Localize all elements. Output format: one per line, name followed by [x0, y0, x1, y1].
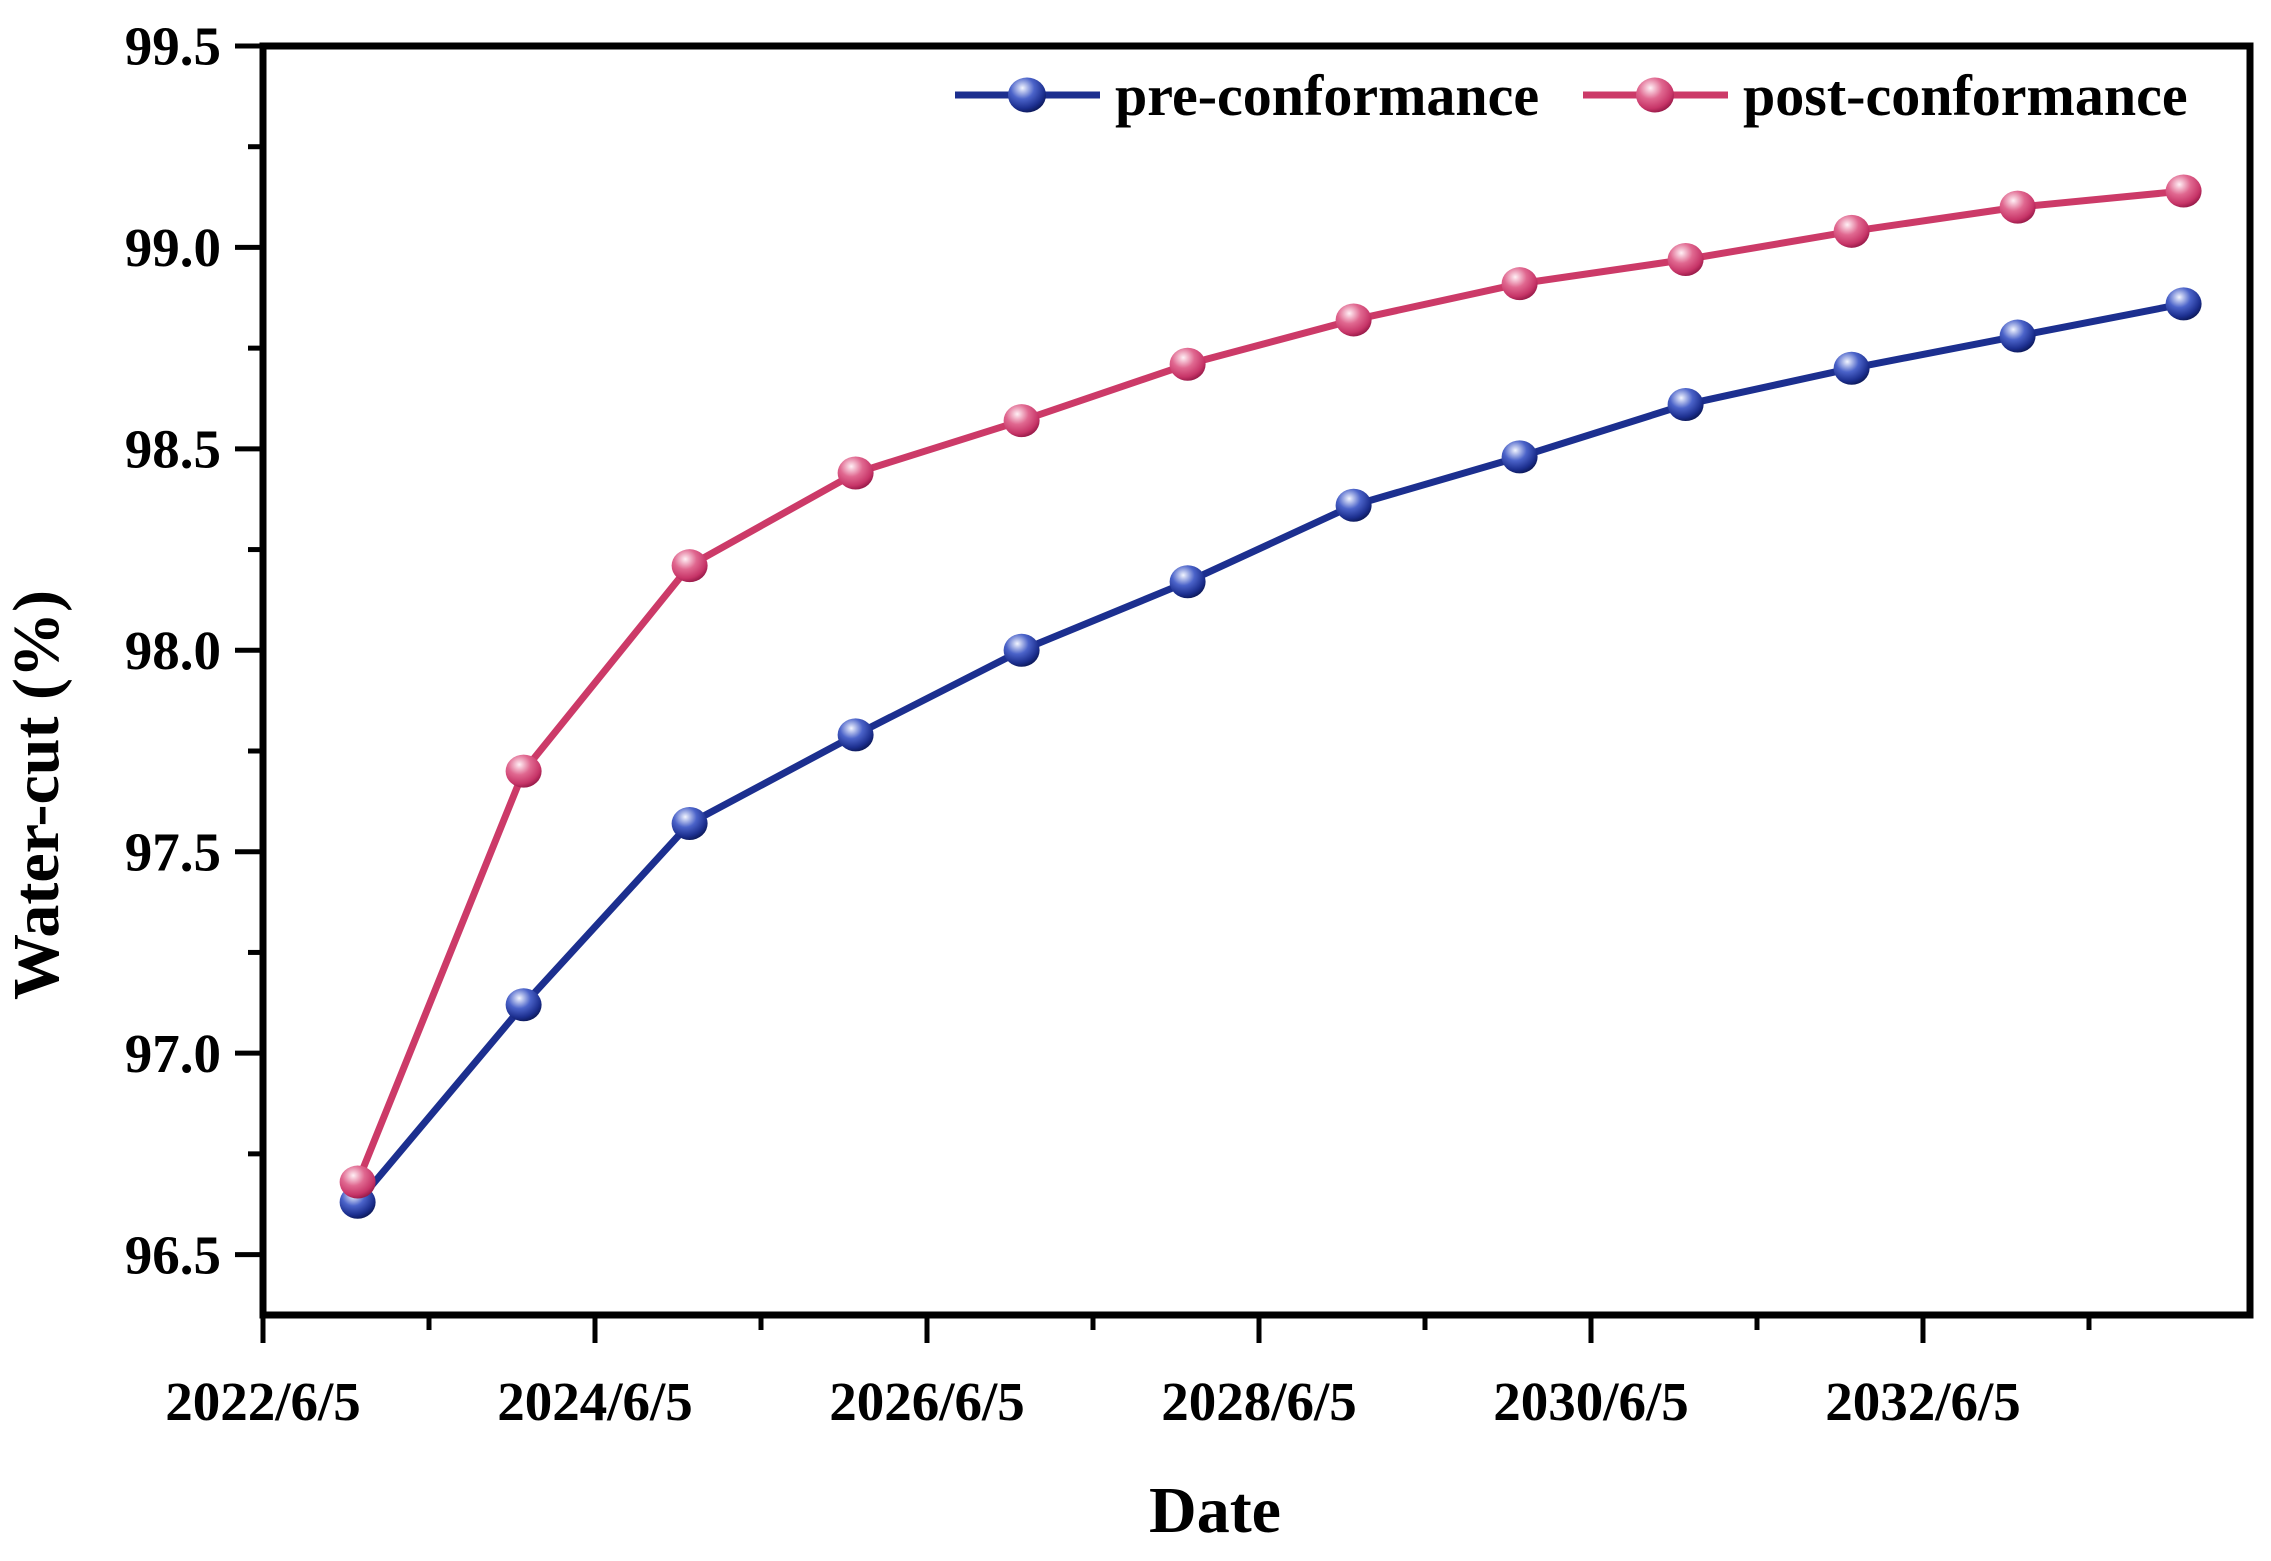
x-axis-tick-label: 2028/6/5 — [1161, 1371, 1357, 1432]
y-axis-tick-label: 98.5 — [125, 419, 221, 480]
marker-pre-conformance — [505, 988, 542, 1022]
marker-post-conformance — [1169, 347, 1206, 381]
marker-pre-conformance — [1667, 388, 1704, 422]
legend-marker-icon — [1636, 77, 1674, 113]
marker-pre-conformance — [1833, 351, 1870, 385]
legend-item-post-conformance: post-conformance — [1583, 63, 2188, 128]
legend-label: pre-conformance — [1115, 63, 1539, 128]
y-axis-title: Water-cut (%) — [0, 590, 73, 1000]
x-axis-tick-label: 2030/6/5 — [1493, 1371, 1689, 1432]
legend-label: post-conformance — [1743, 63, 2188, 128]
marker-post-conformance — [1003, 404, 1040, 438]
marker-post-conformance — [1667, 243, 1704, 277]
y-axis-tick-label: 99.5 — [125, 16, 221, 77]
y-axis-tick-label: 98.0 — [125, 620, 221, 681]
marker-post-conformance — [505, 754, 542, 788]
marker-post-conformance — [1501, 267, 1538, 301]
marker-post-conformance — [837, 456, 874, 490]
x-axis-tick-label: 2022/6/5 — [165, 1371, 361, 1432]
x-axis-tick-label: 2032/6/5 — [1825, 1371, 2021, 1432]
series-line-post-conformance — [354, 187, 2188, 1186]
marker-pre-conformance — [837, 718, 874, 752]
marker-post-conformance — [339, 1165, 376, 1199]
marker-post-conformance — [1335, 303, 1372, 337]
marker-post-conformance — [2165, 174, 2202, 208]
marker-pre-conformance — [1003, 633, 1040, 667]
marker-post-conformance — [1999, 190, 2036, 224]
marker-pre-conformance — [1169, 565, 1206, 599]
y-axis-tick-label: 96.5 — [125, 1224, 221, 1285]
plot-frame — [259, 42, 2254, 1319]
x-axis-tick-label: 2024/6/5 — [497, 1371, 693, 1432]
marker-pre-conformance — [1501, 440, 1538, 474]
legend-marker-icon — [1008, 77, 1046, 113]
x-axis-title: Date — [1149, 1474, 1281, 1547]
y-axis-tick-label: 97.0 — [125, 1023, 221, 1084]
marker-pre-conformance — [671, 807, 708, 841]
marker-pre-conformance — [1335, 488, 1372, 522]
marker-post-conformance — [671, 549, 708, 583]
series-line-pre-conformance — [354, 300, 2188, 1206]
x-axis-tick-label: 2026/6/5 — [829, 1371, 1025, 1432]
y-axis-tick-label: 97.5 — [125, 821, 221, 882]
legend-item-pre-conformance: pre-conformance — [955, 63, 1539, 128]
marker-pre-conformance — [2165, 287, 2202, 321]
marker-post-conformance — [1833, 214, 1870, 248]
y-axis-tick-label: 99.0 — [125, 217, 221, 278]
marker-pre-conformance — [1999, 319, 2036, 353]
